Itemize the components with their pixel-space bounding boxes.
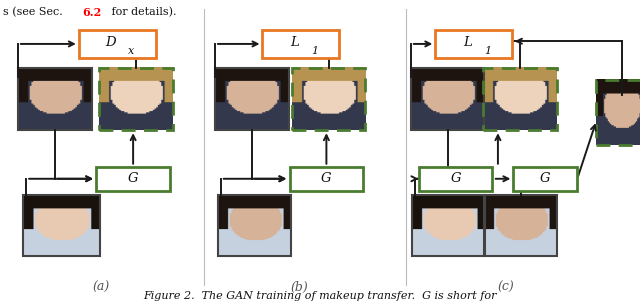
- Bar: [596, 80, 640, 145]
- Text: (c): (c): [497, 281, 514, 294]
- Bar: [292, 68, 365, 130]
- Text: L: L: [463, 36, 472, 48]
- Bar: [215, 68, 289, 130]
- Bar: [18, 68, 92, 130]
- Text: D: D: [106, 36, 116, 48]
- Text: s (see Sec.: s (see Sec.: [3, 7, 66, 17]
- Bar: [79, 30, 156, 58]
- Bar: [513, 167, 577, 191]
- Text: G: G: [540, 172, 550, 185]
- Text: G: G: [451, 172, 461, 185]
- Text: L: L: [290, 36, 299, 48]
- Bar: [23, 195, 100, 256]
- Text: (b): (b): [291, 281, 308, 294]
- Text: 1: 1: [311, 45, 319, 56]
- Bar: [412, 195, 485, 256]
- Text: G: G: [321, 172, 332, 185]
- Bar: [218, 195, 291, 256]
- Text: x: x: [128, 45, 134, 56]
- Bar: [484, 195, 557, 256]
- Bar: [99, 68, 173, 130]
- Text: for details).: for details).: [108, 7, 176, 17]
- Text: G: G: [128, 172, 138, 185]
- Text: (a): (a): [93, 281, 109, 294]
- Bar: [483, 68, 557, 130]
- Bar: [419, 167, 493, 191]
- Bar: [411, 68, 484, 130]
- Bar: [262, 30, 339, 58]
- Text: 6.2: 6.2: [82, 7, 101, 18]
- Bar: [96, 167, 170, 191]
- Text: 1: 1: [484, 45, 492, 56]
- Text: Figure 2.  The GAN training of makeup transfer.  G is short for: Figure 2. The GAN training of makeup tra…: [143, 291, 497, 301]
- Bar: [290, 167, 364, 191]
- Bar: [435, 30, 512, 58]
